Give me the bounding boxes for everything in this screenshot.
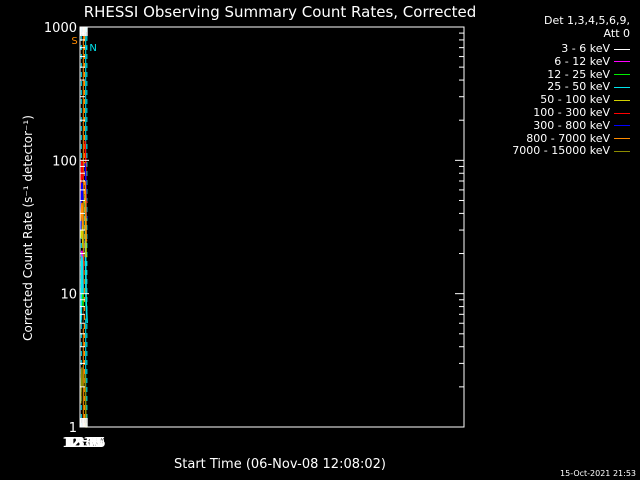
y-axis-label: Corrected Count Rate (s⁻¹ detector⁻¹) xyxy=(21,115,35,341)
legend-item-7: 300 - 800 keV xyxy=(533,119,630,132)
y-tick-label: 100 xyxy=(52,154,77,169)
plot-frame xyxy=(79,26,465,428)
legend-item-2: 6 - 12 keV xyxy=(554,55,630,68)
legend-swatch xyxy=(614,61,630,63)
series-line-6-seg-1 xyxy=(80,160,84,210)
axes: 1 10 100 1000 12:1512:3012:4513:0013:1513:30… xyxy=(44,21,465,451)
series-line-7-seg-1 xyxy=(80,182,84,231)
y-tick-label: 1 xyxy=(69,421,77,436)
legend-attenuator: Att 0 xyxy=(603,27,630,40)
legend-item-1: 3 - 6 keV xyxy=(561,42,630,55)
legend-item-4: 25 - 50 keV xyxy=(547,80,630,93)
saa-marker-label: S xyxy=(71,36,77,47)
legend-swatch xyxy=(614,112,630,114)
legend-swatch xyxy=(614,86,630,88)
x-tick-label: 12:30 xyxy=(63,436,100,451)
series-line-9-seg-1 xyxy=(80,367,84,404)
legend-label: 3 - 6 keV xyxy=(561,42,610,55)
plot-area: NS xyxy=(71,27,97,428)
legend-swatch xyxy=(614,138,630,140)
x-tick-label: 13:45 xyxy=(68,436,105,451)
legend-label: 100 - 300 keV xyxy=(533,106,610,119)
x-tick-label: 13:15 xyxy=(66,436,103,451)
legend-label: 25 - 50 keV xyxy=(547,80,610,94)
x-axis-label: Start Time (06-Nov-08 12:08:02) xyxy=(174,457,386,472)
legend-swatch xyxy=(614,150,630,152)
legend-swatch xyxy=(614,48,630,50)
series-line-8-seg-1 xyxy=(80,202,84,227)
x-tick-label: 12:45 xyxy=(64,436,101,451)
legend-item-8: 800 - 7000 keV xyxy=(526,132,630,145)
x-tick-label: 12:15 xyxy=(62,436,99,451)
legend-detectors: Det 1,3,4,5,6,9, xyxy=(543,14,630,27)
legend-label: 50 - 100 keV xyxy=(540,93,610,107)
legend-label: 300 - 800 keV xyxy=(533,118,610,132)
legend-swatch xyxy=(614,125,630,127)
legend-label: 12 - 25 keV xyxy=(547,67,610,81)
x-tick-label: 13:30 xyxy=(67,436,104,451)
legend-label: 6 - 12 keV xyxy=(554,54,610,68)
night-marker-label: N xyxy=(89,43,96,54)
series-line-8-seg-2 xyxy=(84,180,88,242)
legend-swatch xyxy=(614,99,630,101)
x-tick-label: 13:00 xyxy=(65,436,102,451)
y-tick-label: 10 xyxy=(60,288,77,303)
legend-swatch xyxy=(614,74,630,76)
generation-timestamp: 15-Oct-2021 21:53 xyxy=(560,469,636,478)
y-tick-label: 1000 xyxy=(44,21,77,36)
legend-item-3: 12 - 25 keV xyxy=(547,68,630,81)
legend-label: 7000 - 15000 keV xyxy=(512,144,610,158)
legend-label: 800 - 7000 keV xyxy=(526,131,610,145)
legend-item-5: 50 - 100 keV xyxy=(540,93,630,106)
chart-title: RHESSI Observing Summary Count Rates, Co… xyxy=(84,3,477,21)
legend-item-6: 100 - 300 keV xyxy=(533,106,630,119)
legend-item-9: 7000 - 15000 keV xyxy=(512,144,630,157)
